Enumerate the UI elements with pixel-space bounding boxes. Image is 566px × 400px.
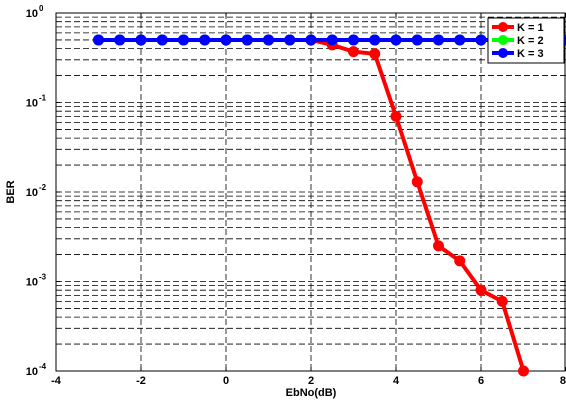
data-point	[433, 34, 444, 46]
y-tick-label-exponent: -2	[39, 183, 47, 192]
data-point	[390, 34, 402, 46]
data-point	[454, 34, 466, 46]
legend: K = 1K = 2K = 3	[487, 17, 565, 64]
data-point	[326, 34, 338, 46]
grid	[56, 13, 566, 371]
data-point	[390, 110, 402, 122]
data-point	[241, 34, 253, 46]
data-point	[263, 34, 274, 46]
y-tick-label: 10	[26, 366, 38, 378]
legend-label: K = 2	[517, 35, 544, 47]
x-axis-title: EbNo(dB)	[286, 387, 337, 399]
data-point	[220, 34, 232, 46]
data-point	[518, 365, 529, 377]
y-tick-label-exponent: -1	[39, 94, 47, 103]
data-point	[496, 295, 508, 307]
legend-swatch-marker	[498, 22, 508, 32]
legend-swatch-marker	[498, 48, 508, 58]
data-point	[199, 34, 211, 46]
data-point	[135, 34, 147, 46]
legend-swatch-marker	[498, 35, 508, 45]
data-point	[369, 48, 381, 60]
data-point	[305, 34, 317, 46]
data-point	[369, 34, 381, 46]
y-tick-label: 10	[26, 187, 38, 199]
x-tick-label: 0	[223, 375, 229, 387]
data-point	[433, 240, 444, 252]
x-tick-label: -4	[51, 375, 62, 387]
legend-item: K = 3	[492, 48, 544, 60]
data-point	[411, 176, 423, 188]
x-tick-label: -2	[136, 375, 146, 387]
y-tick-label-exponent: -3	[39, 273, 47, 282]
legend-item: K = 1	[492, 22, 544, 34]
data-point	[348, 34, 359, 46]
legend-item: K = 2	[492, 35, 544, 47]
data-point	[156, 34, 168, 46]
data-point	[284, 34, 296, 46]
data-point	[93, 34, 104, 46]
y-tick-label-exponent: 0	[39, 4, 44, 13]
x-tick-label: 8	[560, 375, 566, 387]
data-point	[475, 34, 487, 46]
x-tick-label: 2	[308, 375, 314, 387]
legend-label: K = 1	[517, 22, 544, 34]
data-point	[348, 46, 359, 58]
y-tick-label: 10	[26, 98, 38, 110]
y-tick-label: 10	[26, 8, 38, 20]
x-tick-label: 4	[393, 375, 400, 387]
data-point	[114, 34, 126, 46]
x-tick-label: 6	[478, 375, 484, 387]
data-point	[178, 34, 189, 46]
series-3	[93, 34, 566, 46]
data-point	[411, 34, 423, 46]
data-point	[475, 284, 487, 296]
y-tick-label: 10	[26, 277, 38, 289]
legend-label: K = 3	[517, 48, 544, 60]
y-axis-title: BER	[5, 180, 17, 203]
y-tick-label-exponent: -4	[39, 362, 47, 371]
data-point	[454, 255, 466, 267]
